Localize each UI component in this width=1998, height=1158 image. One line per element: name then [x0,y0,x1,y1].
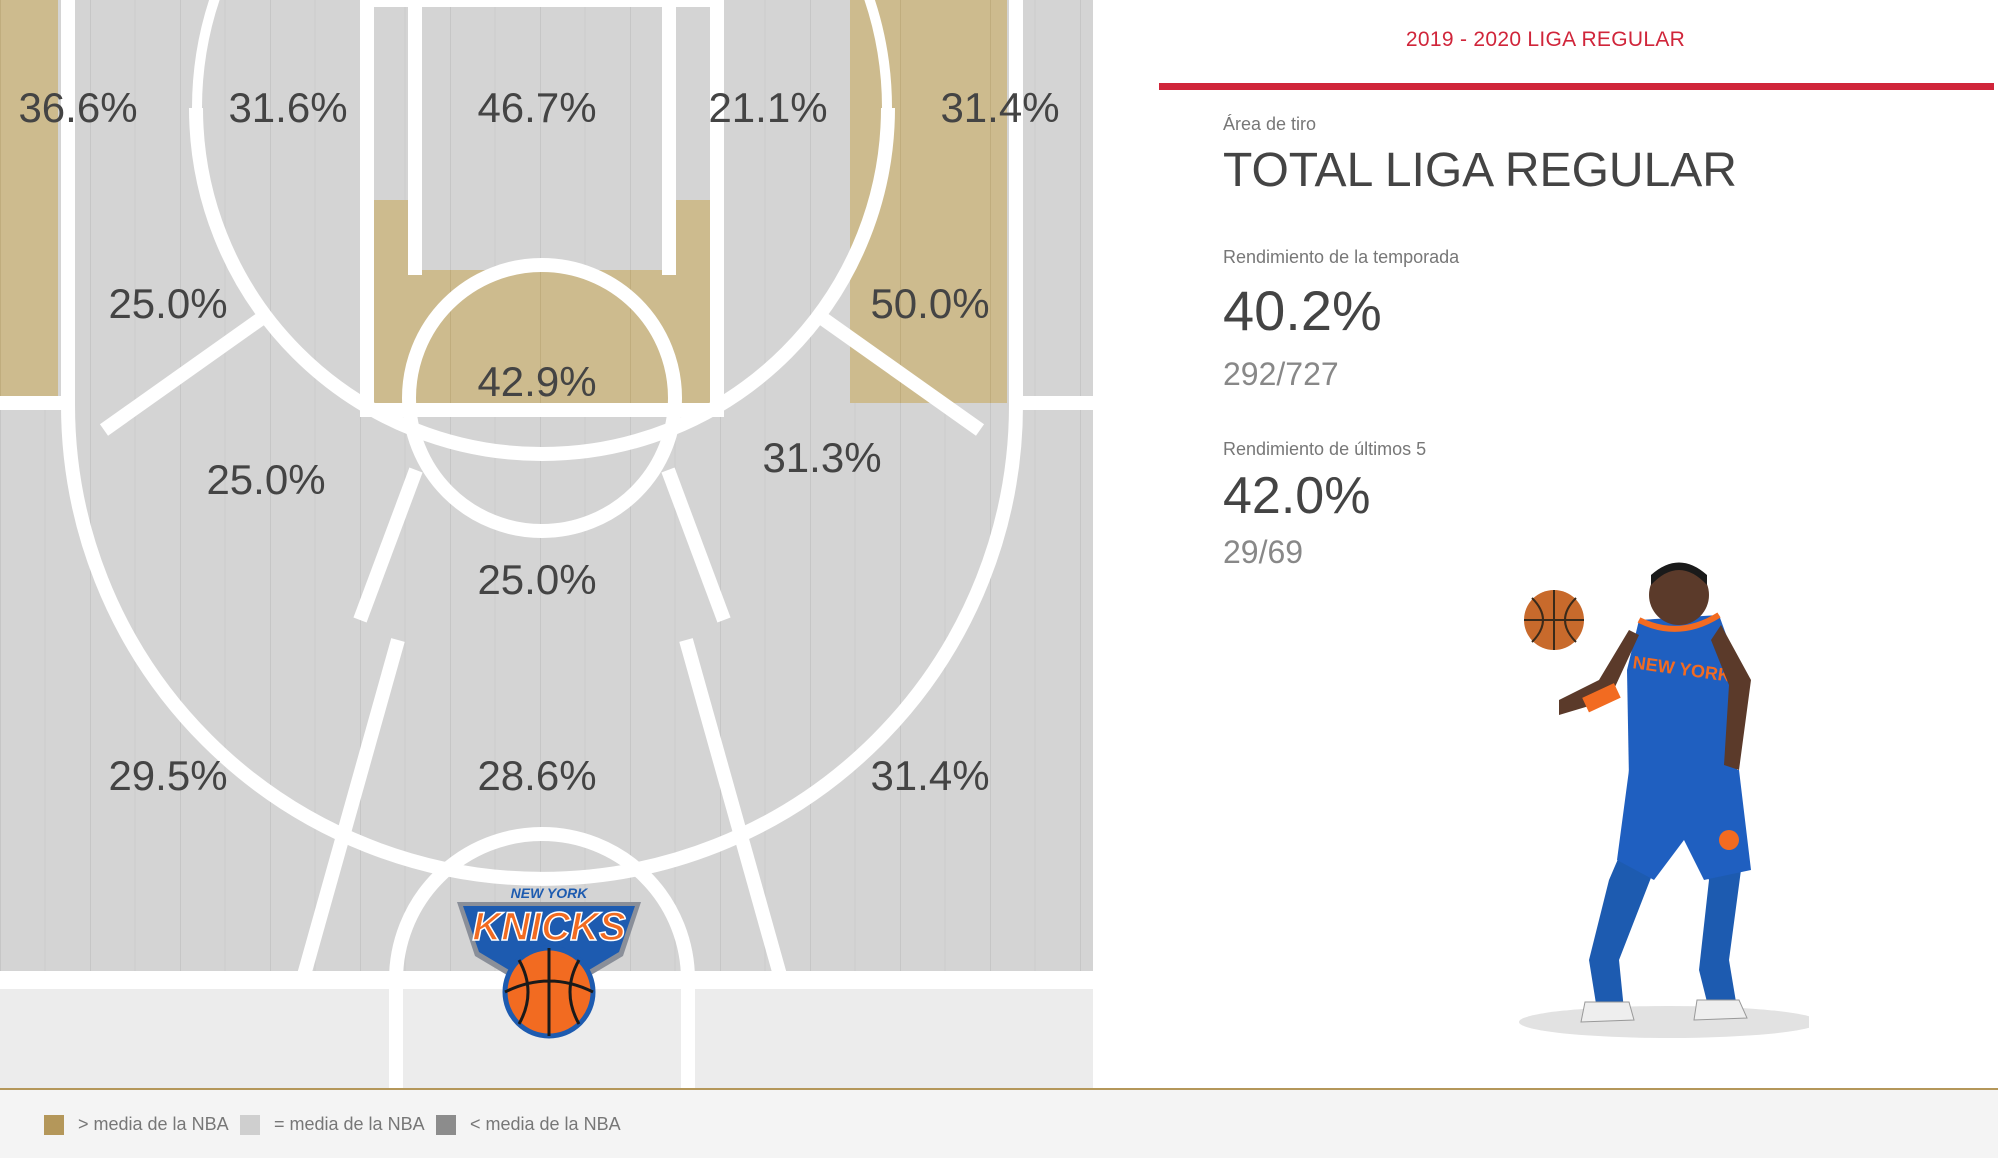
last5-stats-label: Rendimiento de últimos 5 [1223,439,1427,459]
zone-label-left-wing-mid: 25.0% [206,456,325,503]
season-stats-ratio: 292/727 [1223,356,1339,392]
legend-bar: > media de la NBA = media de la NBA < me… [0,1088,1998,1158]
logo-top-text: NEW YORK [511,885,589,901]
area-label: Área de tiro [1223,114,1317,134]
court-svg: 36.6% 31.6% 46.7% 21.1% 31.4% 25.0% 50.0… [0,0,1093,1088]
zone-label-restricted: 42.9% [477,358,596,405]
court-lines [0,0,1093,1088]
zone-label-right-corner: 31.4% [940,84,1059,131]
legend-above-label: > media de la NBA [78,1114,229,1134]
zone-label-left-mid-top: 31.6% [228,84,347,131]
zone-label-right-mid-top: 21.1% [708,84,827,131]
last5-stats-ratio: 29/69 [1223,534,1304,570]
legend-equal-swatch [240,1114,260,1135]
knicks-logo: NEW YORK KNICKS [457,885,641,1039]
zone-label-right-wing-mid: 31.3% [762,434,881,481]
zone-label-right-mid: 50.0% [870,280,989,327]
zone-label-left-three: 29.5% [108,752,227,799]
zone-label-right-three: 31.4% [870,752,989,799]
stats-panel: 2019 - 2020 LIGA REGULAR Área de tiro TO… [1093,0,1998,1088]
season-divider [1159,83,1994,90]
season-stats-label: Rendimiento de la temporada [1223,247,1460,267]
zone-label-top-key: 25.0% [477,556,596,603]
paint-top-fill [415,0,669,270]
legend-above-swatch [44,1114,64,1135]
zone-label-center-three: 28.6% [477,752,596,799]
legend-below: < media de la NBA [436,1114,621,1135]
last5-stats-pct: 42.0% [1223,467,1371,525]
zone-label-left-mid: 25.0% [108,280,227,327]
zone-label-paint-top: 46.7% [477,84,596,131]
season-stats-pct: 40.2% [1223,279,1382,342]
shot-chart-court: 36.6% 31.6% 46.7% 21.1% 31.4% 25.0% 50.0… [0,0,1093,1088]
player-image: NEW YORK [1519,562,1809,1038]
legend-below-swatch [436,1114,456,1135]
legend-below-label: < media de la NBA [470,1114,621,1134]
logo-main-text: KNICKS [472,905,626,949]
area-title: TOTAL LIGA REGULAR [1223,144,1737,197]
legend-above: > media de la NBA [44,1114,229,1135]
season-title: 2019 - 2020 LIGA REGULAR [1405,28,1686,51]
zone-left-mid-fill [58,0,208,403]
zone-label-left-corner: 36.6% [18,84,137,131]
legend-equal: = media de la NBA [240,1114,425,1135]
zone-left-corner-fill [0,0,58,403]
legend-equal-label: = media de la NBA [274,1114,425,1134]
